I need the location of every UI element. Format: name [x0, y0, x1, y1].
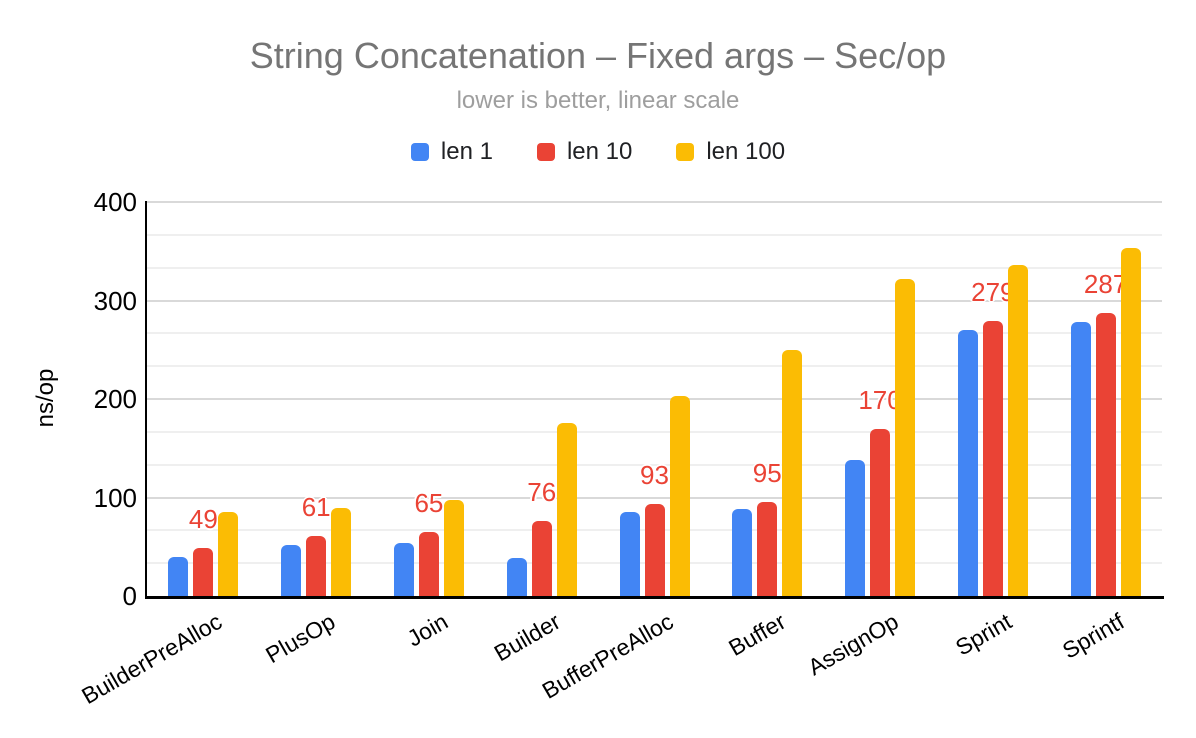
minor-gridline [147, 332, 1162, 335]
bar-value-label: 287 [1083, 269, 1128, 300]
minor-gridline [147, 430, 1162, 433]
minor-gridline [147, 266, 1162, 269]
bar-value-label: 61 [301, 491, 331, 522]
y-tick-label: 400 [93, 187, 137, 217]
legend-label: len 100 [706, 138, 786, 165]
y-tick-label: 300 [93, 285, 137, 316]
x-axis-line [145, 596, 1164, 599]
legend-label: len 1 [440, 138, 493, 165]
bar-len-100-sprintf [1120, 248, 1141, 596]
bar-len-1-assignop [845, 460, 866, 596]
legend-swatch-len-10 [536, 143, 555, 161]
bar-value-label: 76 [527, 477, 557, 508]
bar-len-100-bufferprealloc [669, 396, 690, 596]
y-tick-label: 0 [122, 581, 137, 611]
bar-len-1-plusop [281, 544, 302, 596]
major-gridline [147, 201, 1162, 203]
plot-area: 49 61 65 76 93 95 170 279 287 [147, 201, 1162, 596]
x-category-label-sprint: Sprint [950, 608, 1016, 661]
bar-len-10-builderprealloc [193, 547, 214, 596]
bar-len-10-sprintf [1095, 313, 1116, 596]
y-tick-label: 100 [93, 482, 137, 513]
bar-value-label: 279 [971, 277, 1015, 308]
bar-value-label: 93 [640, 460, 669, 491]
x-category-label-builderprealloc: BuilderPreAlloc [77, 608, 227, 710]
x-category-label-sprintf: Sprintf [1058, 608, 1129, 664]
chart-subtitle: lower is better, linear scale [456, 87, 740, 114]
chart-title: String Concatenation – Fixed args – Sec/… [249, 35, 947, 76]
x-category-label-join: Join [402, 608, 452, 652]
bar-len-100-builder [556, 422, 577, 596]
x-category-label-builder: Builder [489, 608, 565, 667]
legend-swatch-len-100 [676, 143, 695, 161]
x-axis-category-labels: BuilderPreAlloc PlusOp Join Builder BufferPr… [77, 608, 1162, 738]
bar-len-1-builderprealloc [168, 556, 189, 596]
x-category-label-buffer: Buffer [724, 608, 791, 661]
bar-len-10-plusop [306, 535, 327, 596]
legend-item-len-10: len 10 [536, 138, 633, 166]
bar-value-label: 49 [188, 503, 218, 534]
major-gridline [147, 398, 1162, 400]
y-axis-title: ns/op [32, 368, 59, 428]
legend-label: len 10 [566, 138, 633, 165]
legend-item-len-1: len 1 [410, 138, 493, 166]
bar-value-label: 170 [858, 384, 902, 415]
bar-len-100-sprint [1007, 265, 1028, 596]
bar-len-100-builderprealloc [218, 512, 239, 596]
bar-len-1-bufferprealloc [619, 512, 640, 596]
legend-swatch-len-1 [410, 143, 429, 161]
bar-len-100-join [443, 500, 464, 596]
major-gridline [147, 496, 1162, 499]
bar-len-10-join [418, 531, 439, 596]
x-category-label-assignop: AssignOp [803, 608, 904, 681]
bar-len-1-sprint [957, 330, 978, 596]
bar-len-10-assignop [870, 428, 891, 596]
bar-len-100-assignop [895, 278, 916, 596]
minor-gridline [147, 365, 1162, 368]
bar-value-label: 65 [414, 487, 444, 518]
legend-item-len-100: len 100 [676, 138, 785, 166]
bar-len-1-builder [506, 557, 527, 596]
bar-len-10-builder [531, 521, 552, 596]
legend: len 1 len 10 len 100 [0, 138, 1196, 166]
bar-len-1-sprintf [1070, 322, 1091, 596]
bar-len-1-join [393, 542, 414, 596]
y-axis-line [145, 201, 147, 599]
bar-len-100-plusop [331, 508, 352, 596]
bar-len-10-bufferprealloc [644, 504, 665, 596]
bar-len-10-buffer [757, 502, 778, 596]
minor-gridline [147, 233, 1162, 236]
bar-len-1-buffer [732, 509, 753, 596]
y-tick-label: 200 [93, 384, 137, 414]
bar-value-label: 95 [752, 458, 782, 489]
major-gridline [147, 299, 1162, 302]
minor-gridline [147, 463, 1162, 466]
x-category-label-plusop: PlusOp [260, 608, 340, 669]
bar-len-100-buffer [782, 349, 803, 596]
bar-len-10-sprint [982, 321, 1003, 596]
